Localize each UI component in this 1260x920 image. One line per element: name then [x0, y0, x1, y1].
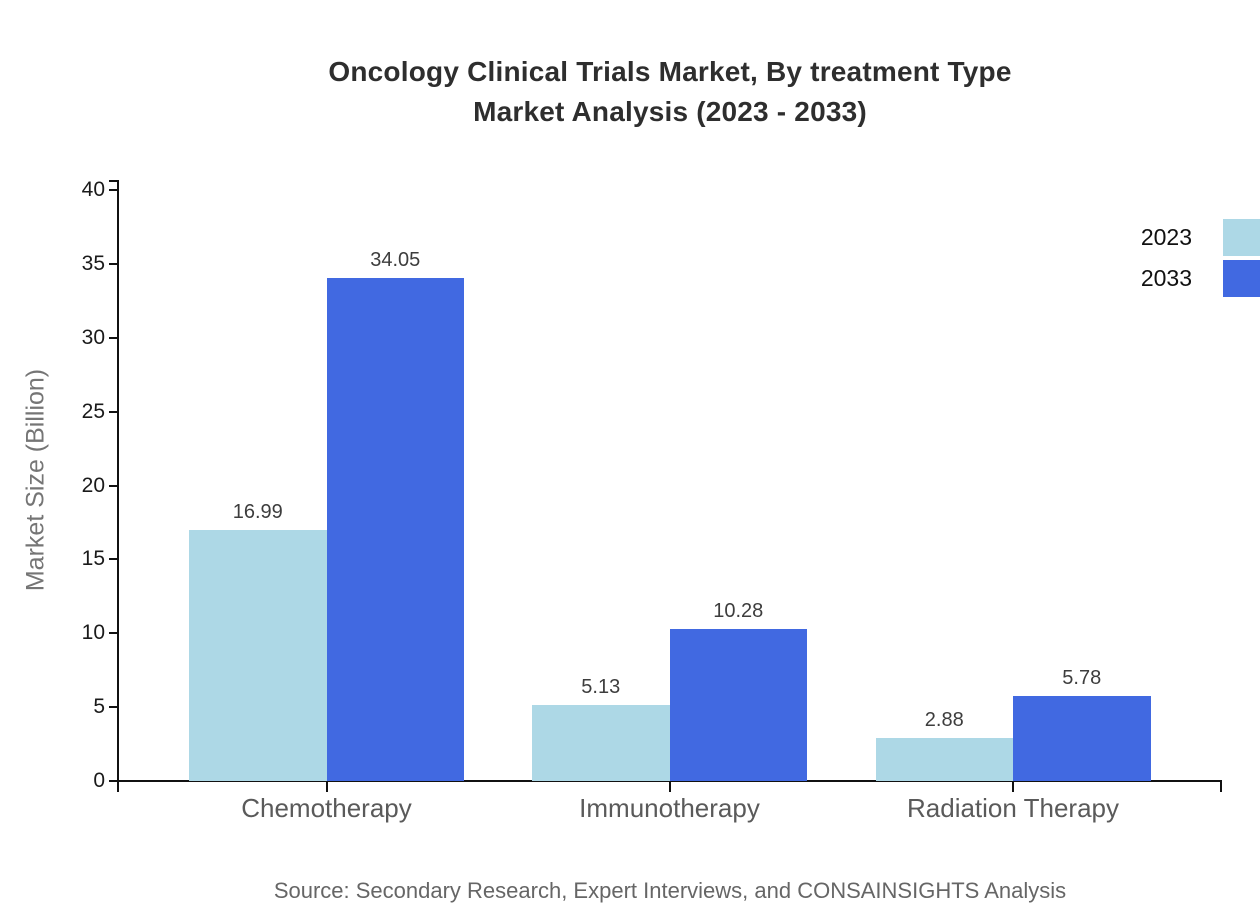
y-tick-label: 20	[81, 473, 105, 497]
y-tick-label: 0	[93, 769, 105, 792]
chart-title-line1: Oncology Clinical Trials Market, By trea…	[328, 56, 1012, 87]
x-category-label-radiation-therapy: Radiation Therapy	[907, 793, 1119, 823]
y-tick-label: 10	[81, 621, 105, 645]
bar-2033-immunotherapy	[669, 629, 807, 781]
y-tick-mark	[109, 706, 117, 709]
bar-2023-immunotherapy	[532, 705, 670, 781]
bar-value-label: 2.88	[924, 709, 964, 732]
y-tick-label: 35	[81, 251, 105, 275]
bar-value-label: 16.99	[232, 500, 283, 523]
legend-swatch-2023	[1223, 219, 1260, 256]
x-tick-mark	[668, 780, 671, 792]
x-tick-mark	[325, 780, 328, 792]
bar-2033-chemotherapy	[326, 277, 464, 781]
x-axis-end-cap	[1220, 780, 1222, 792]
x-category-label-immunotherapy: Immunotherapy	[579, 793, 760, 823]
chart-title: Oncology Clinical Trials Market, By trea…	[80, 52, 1260, 132]
legend: 2023 2033	[1141, 219, 1260, 301]
bar-2033-radiation-therapy	[1013, 695, 1151, 781]
y-tick-mark	[109, 632, 117, 635]
y-tick-mark	[109, 189, 117, 191]
bar-value-label: 34.05	[370, 248, 421, 271]
y-axis-end-cap	[109, 180, 117, 182]
x-tick-mark	[1012, 780, 1014, 792]
y-tick-mark	[109, 410, 117, 413]
x-category-label-chemotherapy: Chemotherapy	[241, 793, 412, 823]
y-tick-mark	[109, 780, 117, 782]
y-axis-line	[117, 180, 119, 792]
x-axis-line	[119, 780, 1222, 782]
bar-value-label: 10.28	[713, 600, 764, 623]
y-tick-label: 30	[81, 325, 105, 349]
legend-item-2023: 2023	[1141, 219, 1260, 256]
chart-title-line2: Market Analysis (2023 - 2033)	[473, 96, 867, 127]
y-tick-mark	[109, 558, 117, 561]
bar-2023-radiation-therapy	[875, 738, 1013, 781]
y-tick-label: 15	[81, 547, 105, 571]
legend-label-2023: 2023	[1140, 224, 1192, 250]
legend-swatch-2033	[1223, 260, 1260, 297]
y-tick-label: 25	[81, 399, 105, 423]
y-tick-mark	[109, 262, 117, 265]
legend-item-2033: 2033	[1141, 260, 1260, 297]
y-tick-mark	[109, 484, 117, 487]
y-tick-label: 40	[81, 178, 105, 201]
legend-label-2033: 2033	[1140, 265, 1192, 291]
bar-value-label: 5.78	[1062, 666, 1102, 689]
source-note: Source: Secondary Research, Expert Inter…	[273, 878, 1067, 903]
bar-value-label: 5.13	[581, 676, 621, 699]
bar-2023-chemotherapy	[189, 529, 327, 781]
y-tick-label: 5	[93, 695, 105, 719]
y-tick-mark	[109, 336, 117, 339]
